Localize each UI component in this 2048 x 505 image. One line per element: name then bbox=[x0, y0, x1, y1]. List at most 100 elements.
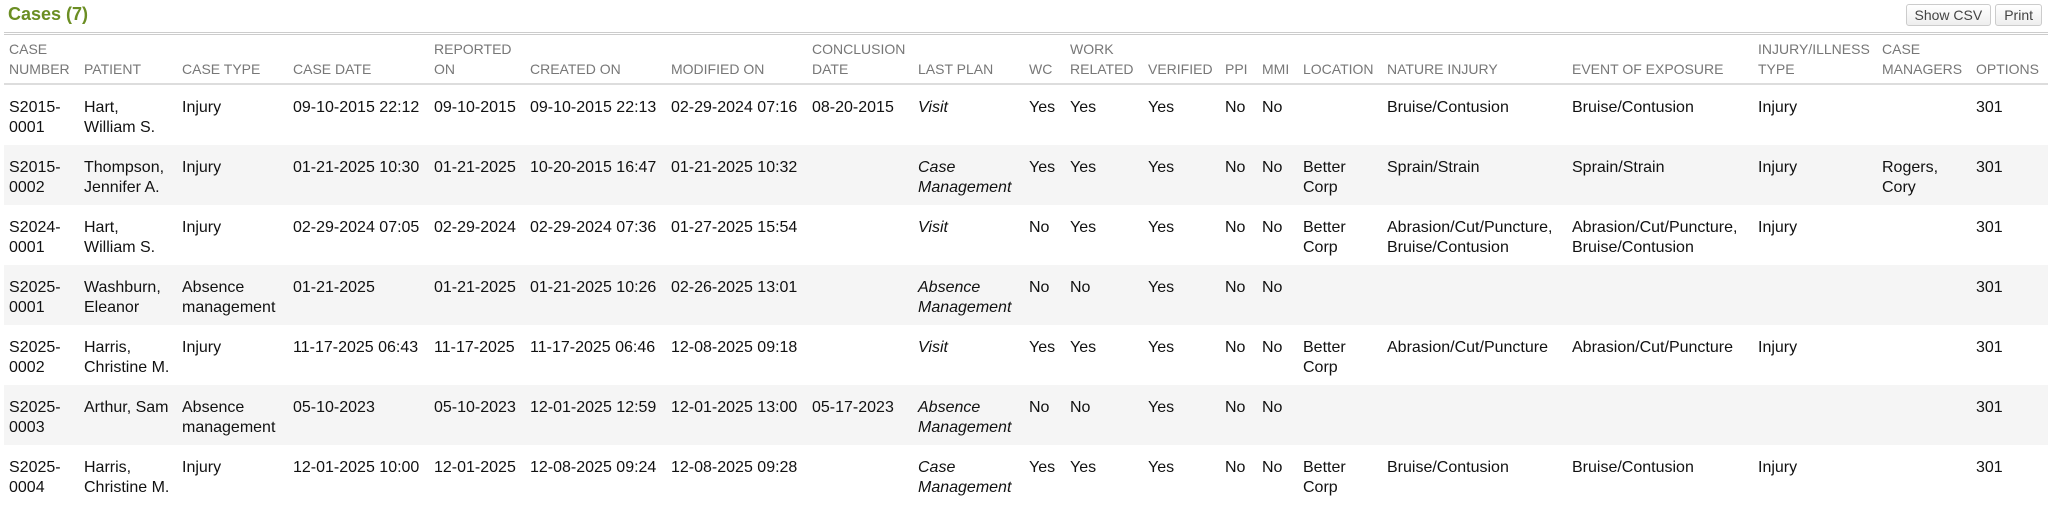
table-cell: 301 bbox=[1971, 145, 2048, 205]
table-cell: Harris, Christine M. bbox=[84, 459, 170, 496]
table-cell: Case Management bbox=[918, 459, 1012, 496]
show-csv-button[interactable]: Show CSV bbox=[1905, 4, 1992, 26]
table-cell: No bbox=[1257, 145, 1298, 205]
table-cell: Injury bbox=[177, 145, 288, 205]
column-header: CREATED ON bbox=[525, 33, 666, 85]
column-header: MMI bbox=[1257, 33, 1298, 85]
cases-table: CASE NUMBER PATIENT CASE TYPE CASE DATE REPO… bbox=[4, 32, 2048, 505]
table-cell: Case Management bbox=[913, 145, 1024, 205]
table-cell: Yes bbox=[1148, 459, 1175, 476]
table-cell: Absence management bbox=[177, 265, 288, 325]
table-cell bbox=[1382, 385, 1567, 445]
table-cell: 05-10-2023 bbox=[429, 385, 525, 445]
table-cell: Injury bbox=[1758, 219, 1798, 236]
table-cell: 12-01-2025 13:00 bbox=[666, 385, 807, 445]
print-button[interactable]: Print bbox=[1995, 4, 2042, 26]
table-cell: 01-21-2025 bbox=[429, 265, 525, 325]
table-cell: S2025-0001 bbox=[4, 265, 79, 325]
table-cell bbox=[1877, 325, 1971, 385]
column-header: CASE NUMBER bbox=[4, 33, 79, 85]
table-cell: No bbox=[1262, 339, 1283, 356]
table-cell: Visit bbox=[918, 339, 948, 356]
table-cell: Yes bbox=[1029, 459, 1056, 476]
table-cell bbox=[1382, 265, 1567, 325]
table-cell: Sprain/Strain bbox=[1382, 145, 1567, 205]
table-cell: 11-17-2025 06:46 bbox=[530, 339, 656, 356]
column-header: WC bbox=[1024, 33, 1065, 85]
table-cell bbox=[1877, 445, 1971, 505]
table-cell: Hart, William S. bbox=[84, 219, 156, 256]
table-cell: Better Corp bbox=[1303, 339, 1346, 376]
table-cell bbox=[1567, 385, 1753, 445]
column-header: VERIFIED bbox=[1143, 33, 1220, 85]
table-row: S2025-0003 Arthur, Sam Absence management 0… bbox=[4, 385, 2048, 445]
table-cell: Thompson, Jennifer A. bbox=[79, 145, 177, 205]
table-cell: 01-21-2025 10:26 bbox=[525, 265, 666, 325]
table-cell: Abrasion/Cut/Puncture bbox=[1387, 339, 1548, 356]
column-header: NATURE INJURY bbox=[1382, 33, 1567, 85]
table-cell bbox=[1567, 265, 1753, 325]
table-cell: 09-10-2015 22:12 bbox=[293, 99, 420, 116]
column-header: PATIENT bbox=[79, 33, 177, 85]
table-cell: Bruise/Contusion bbox=[1572, 99, 1694, 116]
table-cell bbox=[1298, 265, 1382, 325]
table-cell: No bbox=[1262, 99, 1283, 116]
table-cell: Yes bbox=[1029, 339, 1056, 356]
table-row: S2015-0001 Hart, William S. Injury 09-10-20… bbox=[4, 84, 2048, 145]
table-cell bbox=[1877, 205, 1971, 265]
table-cell: Injury bbox=[182, 219, 222, 236]
table-cell: Harris, Christine M. bbox=[84, 339, 170, 376]
table-cell: No bbox=[1220, 145, 1257, 205]
table-cell: Better Corp bbox=[1303, 459, 1346, 496]
table-cell: 01-21-2025 bbox=[288, 265, 429, 325]
table-cell: Yes bbox=[1029, 99, 1056, 116]
table-cell: Yes bbox=[1070, 99, 1097, 116]
table-cell: 301 bbox=[1976, 459, 2003, 476]
table-cell: Yes bbox=[1024, 145, 1065, 205]
table-cell: Absence management bbox=[177, 385, 288, 445]
column-header: CASE MANAGERS bbox=[1877, 33, 1971, 85]
column-header: WORK RELATED bbox=[1065, 33, 1143, 85]
table-cell: Yes bbox=[1065, 145, 1143, 205]
table-cell: Yes bbox=[1143, 145, 1220, 205]
table-cell: S2025-0002 bbox=[9, 339, 61, 376]
table-cell: 12-08-2025 09:18 bbox=[671, 339, 798, 356]
table-cell bbox=[1877, 385, 1971, 445]
table-cell bbox=[807, 145, 913, 205]
table-cell: 01-21-2025 10:32 bbox=[666, 145, 807, 205]
title: Cases (7) bbox=[8, 4, 89, 24]
table-cell: Yes bbox=[1143, 265, 1220, 325]
table-cell: Abrasion/Cut/Puncture bbox=[1572, 339, 1733, 356]
table-cell: 12-01-2025 bbox=[434, 459, 516, 476]
column-header: CASE TYPE bbox=[177, 33, 288, 85]
table-cell: Yes bbox=[1148, 339, 1175, 356]
table-row: S2024-0001 Hart, William S. Injury 02-29-20… bbox=[4, 205, 2048, 265]
table-cell: 301 bbox=[1976, 219, 2003, 236]
table-row: S2015-0002 Thompson, Jennifer A. Injury 01-… bbox=[4, 145, 2048, 205]
table-cell: 09-10-2015 bbox=[434, 99, 516, 116]
table-cell: Absence Management bbox=[913, 265, 1024, 325]
button-bar: Show CSV Print bbox=[1905, 4, 2042, 26]
table-cell: 02-29-2024 07:36 bbox=[530, 219, 657, 236]
table-cell: No bbox=[1225, 219, 1246, 236]
table-cell: No bbox=[1225, 339, 1246, 356]
table-cell: Arthur, Sam bbox=[79, 385, 177, 445]
table-cell: Yes bbox=[1148, 219, 1175, 236]
table-cell: Rogers, Cory bbox=[1877, 145, 1971, 205]
table-cell: Yes bbox=[1070, 219, 1097, 236]
column-header: CONCLUSION DATE bbox=[807, 33, 913, 85]
column-header: MODIFIED ON bbox=[666, 33, 807, 85]
column-header: REPORTED ON bbox=[429, 33, 525, 85]
table-cell: No bbox=[1225, 99, 1246, 116]
table-cell bbox=[1877, 84, 1971, 145]
table-cell: S2015-0002 bbox=[4, 145, 79, 205]
table-cell bbox=[1753, 385, 1877, 445]
table-cell: No bbox=[1024, 265, 1065, 325]
table-cell: 05-17-2023 bbox=[807, 385, 913, 445]
table-cell: 11-17-2025 bbox=[434, 339, 515, 356]
table-cell: Bruise/Contusion bbox=[1572, 459, 1694, 476]
column-header: CASE DATE bbox=[288, 33, 429, 85]
table-cell: Injury bbox=[1753, 145, 1877, 205]
table-cell bbox=[1877, 265, 1971, 325]
table-cell: 12-01-2025 10:00 bbox=[293, 459, 420, 476]
